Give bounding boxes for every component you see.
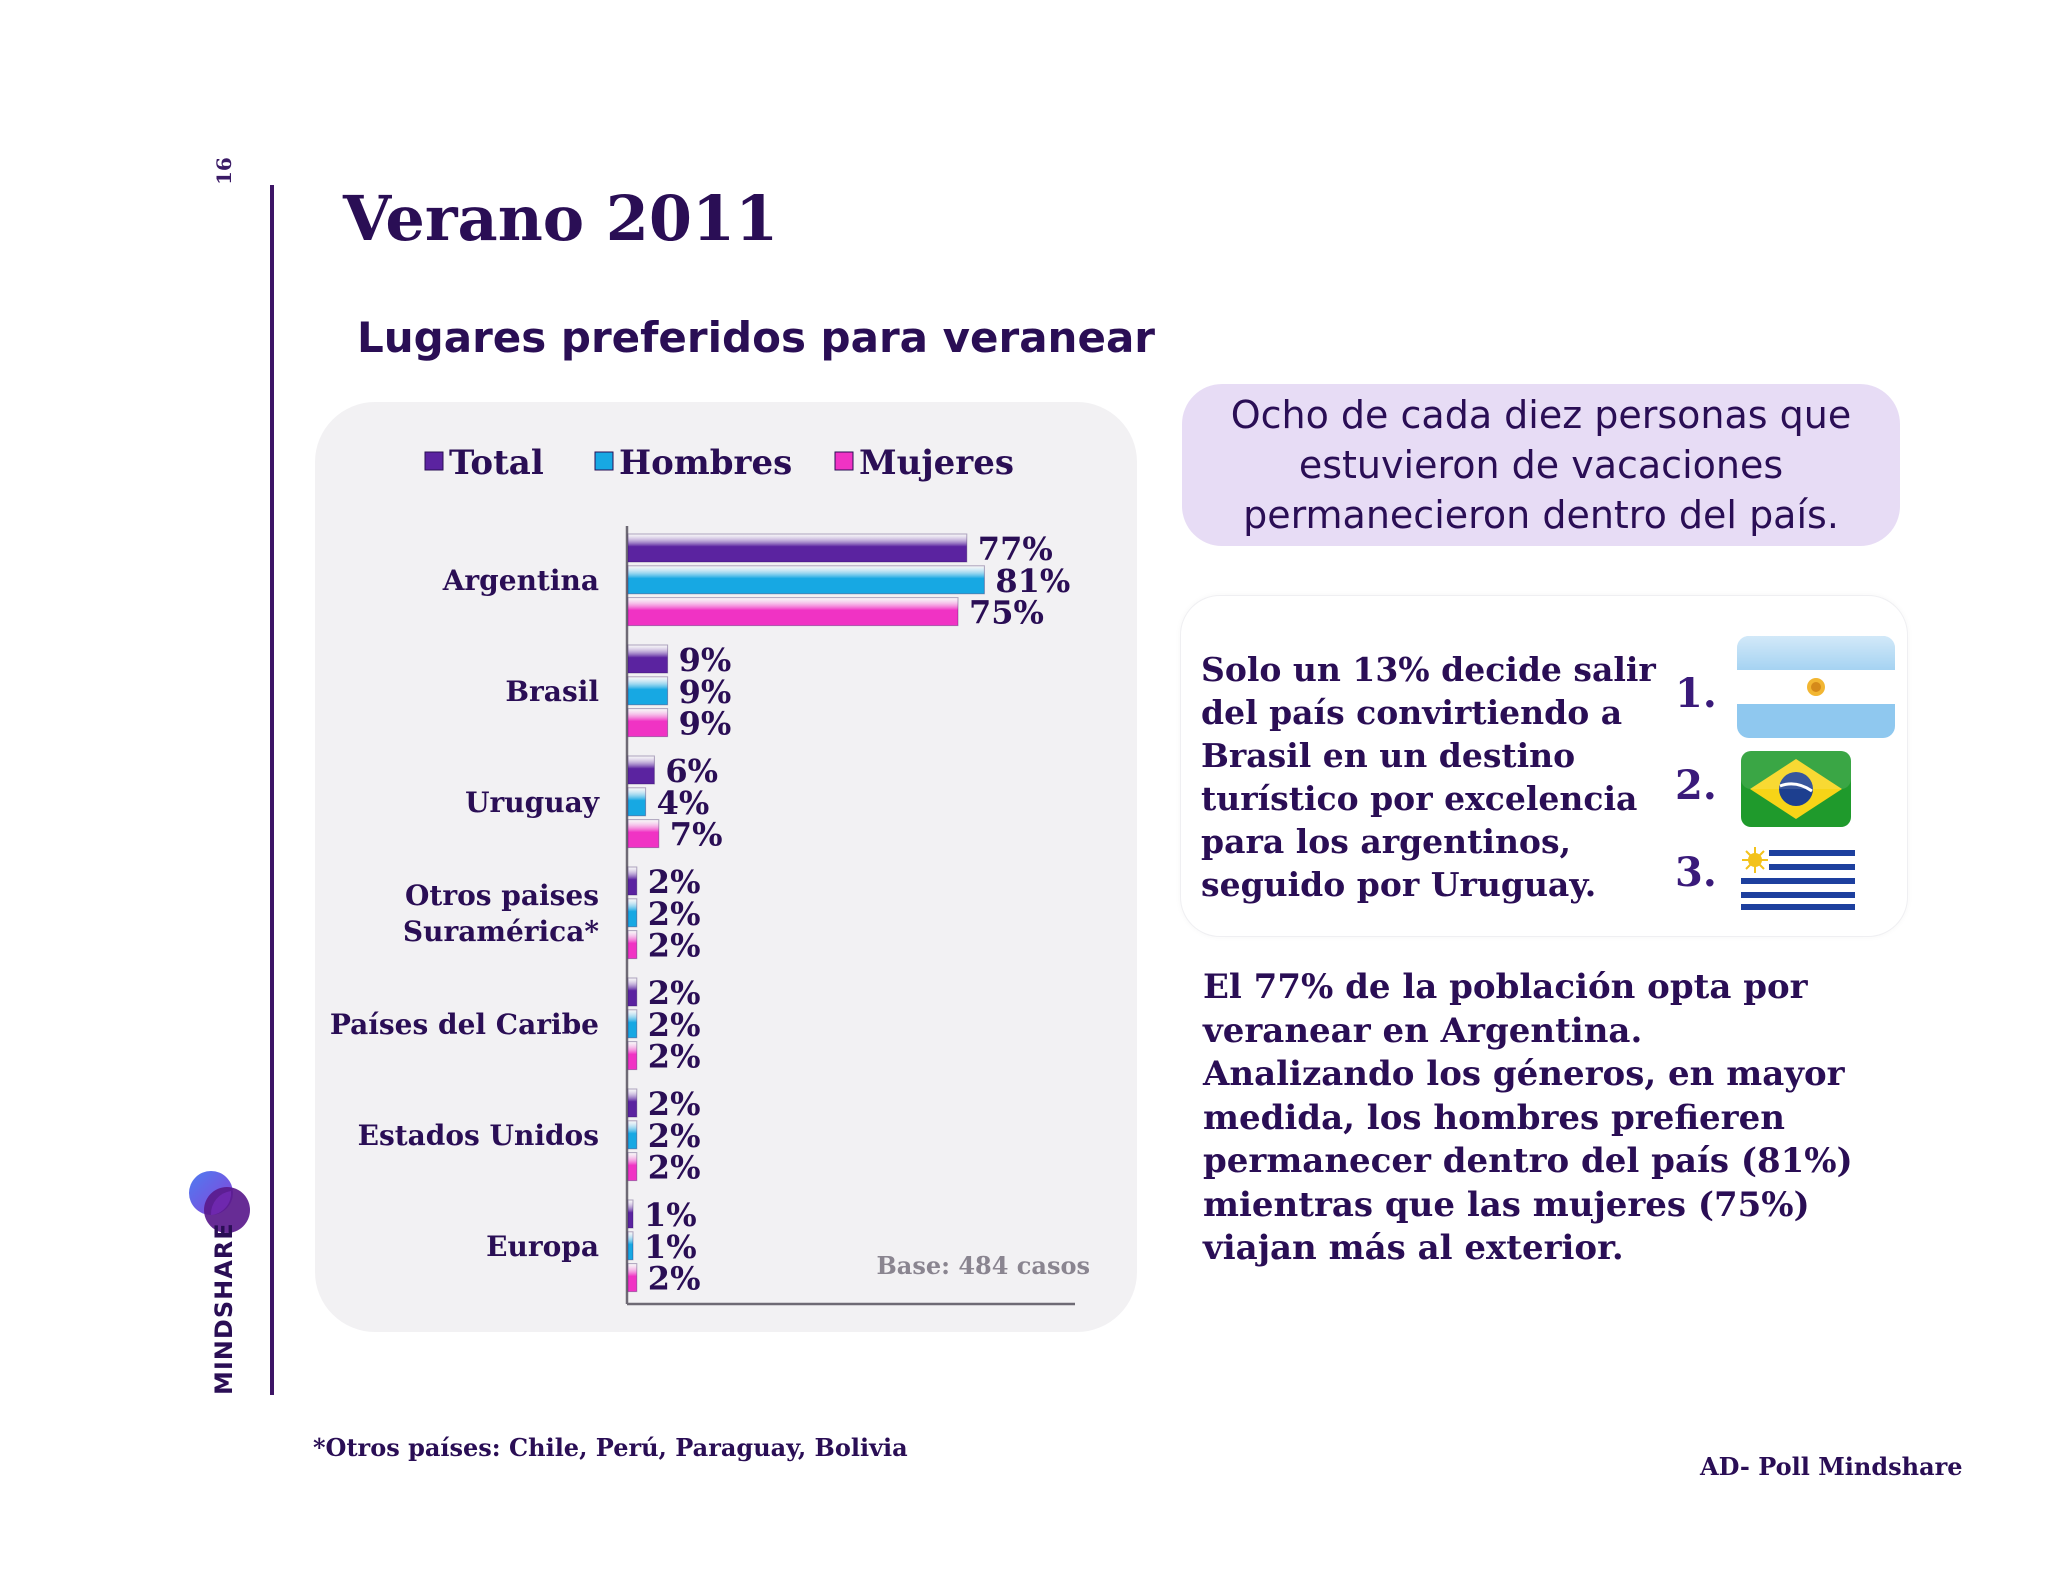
- category-label: Estados Unidos: [358, 1119, 599, 1152]
- data-label: 2%: [648, 1085, 701, 1123]
- data-label: 2%: [648, 1149, 701, 1187]
- bar-hombres: [627, 1120, 638, 1150]
- data-label: 2%: [648, 1038, 701, 1076]
- bar-total: [627, 977, 638, 1007]
- argentina-flag-icon: [1737, 636, 1895, 738]
- bar-mujeres: [627, 1152, 638, 1182]
- bar-mujeres: [627, 1041, 638, 1071]
- category-label: Uruguay: [465, 786, 600, 819]
- legend-swatch-total: [424, 451, 444, 471]
- legend-label-mujeres: Mujeres: [859, 443, 1014, 483]
- data-label: 2%: [648, 863, 701, 901]
- summary-line-2: Analizando los géneros, en mayor medida,…: [1203, 1054, 1853, 1268]
- bar-total: [627, 866, 638, 896]
- data-label: 1%: [644, 1228, 697, 1266]
- category-label: Suramérica*: [403, 915, 599, 948]
- summary-line-1: El 77% de la población opta por veranear…: [1203, 967, 1808, 1051]
- category-label: Otros paises: [405, 879, 599, 912]
- bar-hombres: [627, 898, 638, 928]
- data-label: 77%: [978, 530, 1053, 568]
- callout-box: Ocho de cada diez personas que estuviero…: [1182, 384, 1900, 546]
- legend-swatch-hombres: [594, 451, 614, 471]
- vertical-divider: [270, 185, 274, 1395]
- data-label: 4%: [657, 784, 710, 822]
- data-label: 2%: [648, 1260, 701, 1298]
- bar-total: [627, 1088, 638, 1118]
- bar-mujeres: [627, 930, 638, 960]
- bar-mujeres: [627, 597, 959, 627]
- bar-mujeres: [627, 1263, 638, 1293]
- uruguay-flag-icon: [1741, 846, 1855, 910]
- summary-text: El 77% de la población opta por veranear…: [1203, 966, 1923, 1271]
- legend-label-hombres: Hombres: [619, 443, 792, 483]
- legend-swatch-mujeres: [834, 451, 854, 471]
- page-number: 16: [212, 157, 236, 185]
- data-label: 2%: [648, 1117, 701, 1155]
- bar-total: [627, 644, 669, 674]
- data-label: 2%: [648, 895, 701, 933]
- bar-total: [627, 1199, 634, 1229]
- rank-2: 2.: [1675, 762, 1717, 809]
- bar-hombres: [627, 787, 647, 817]
- rank-1: 1.: [1675, 670, 1717, 717]
- brazil-flag-icon: [1741, 751, 1851, 827]
- bar-total: [627, 755, 655, 785]
- ranking-box: Solo un 13% decide salir del país convir…: [1180, 595, 1908, 937]
- bar-mujeres: [627, 708, 669, 738]
- category-label: Argentina: [442, 564, 599, 597]
- source-label: AD- Poll Mindshare: [1700, 1452, 1963, 1481]
- data-label: 9%: [679, 673, 732, 711]
- callout-text: Ocho de cada diez personas que estuviero…: [1230, 393, 1852, 537]
- ranking-text: Solo un 13% decide salir del país convir…: [1201, 650, 1656, 904]
- data-label: 7%: [670, 816, 723, 854]
- category-label: Europa: [486, 1230, 599, 1263]
- bar-hombres: [627, 1231, 634, 1261]
- data-label: 2%: [648, 927, 701, 965]
- brand-name: MINDSHARE: [210, 1222, 238, 1395]
- bar-hombres: [627, 676, 669, 706]
- data-label: 81%: [995, 562, 1070, 600]
- footnote: *Otros países: Chile, Perú, Paraguay, Bo…: [313, 1433, 908, 1462]
- page-title: Verano 2011: [343, 182, 779, 255]
- chart-panel: Total Hombres Mujeres Argentina 77% 81% 75% Bra…: [315, 402, 1137, 1332]
- bar-hombres: [627, 565, 985, 595]
- bar-chart: Total Hombres Mujeres Argentina 77%81%75% Bra…: [330, 443, 1090, 1306]
- data-label: 9%: [679, 641, 732, 679]
- data-label: 6%: [665, 752, 718, 790]
- data-label: 75%: [969, 594, 1044, 632]
- mindshare-logo-icon: [189, 1171, 250, 1233]
- bar-total: [627, 533, 968, 563]
- bar-mujeres: [627, 819, 660, 849]
- chart-subtitle: Lugares preferidos para veranear: [357, 313, 1155, 362]
- data-label: 1%: [644, 1196, 697, 1234]
- bar-hombres: [627, 1009, 638, 1039]
- base-note: Base: 484 casos: [877, 1251, 1090, 1280]
- legend-label-total: Total: [449, 443, 544, 483]
- data-label: 2%: [648, 1006, 701, 1044]
- data-label: 9%: [679, 705, 732, 743]
- data-label: 2%: [648, 974, 701, 1012]
- category-label: Países del Caribe: [330, 1008, 599, 1041]
- category-label: Brasil: [505, 675, 599, 708]
- rank-3: 3.: [1675, 849, 1717, 896]
